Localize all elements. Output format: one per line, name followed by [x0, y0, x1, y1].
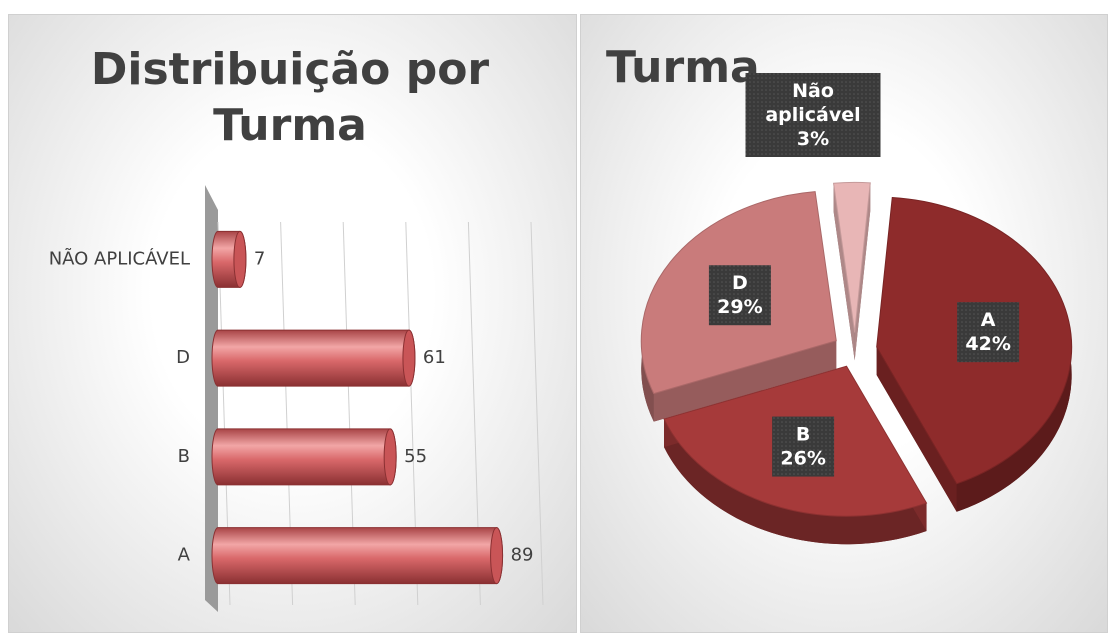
bar-body — [211, 527, 504, 585]
data-label: B 26% — [780, 423, 825, 469]
bar-end — [490, 527, 504, 585]
data-label: 7 — [254, 248, 265, 269]
pie-slice — [833, 181, 871, 361]
bar — [211, 329, 416, 387]
grid-line — [530, 221, 544, 606]
slice-cut — [876, 346, 957, 512]
bar — [211, 527, 504, 585]
label-box — [957, 302, 1020, 363]
category-label: NÃO APLICÁVEL — [49, 247, 190, 269]
category-label: D — [176, 347, 190, 368]
category-word: aplicável — [765, 104, 860, 126]
bar-body — [211, 329, 416, 387]
pie-title: Turma — [606, 42, 760, 93]
label-box — [708, 265, 771, 326]
label-box — [745, 73, 881, 157]
bar-title: Distribuição por Turma — [90, 44, 490, 151]
data-label: 55 — [404, 446, 427, 467]
category-name: A — [981, 309, 996, 331]
slice-cut — [653, 340, 837, 422]
slice-cut — [833, 183, 855, 361]
data-label: D 29% — [717, 272, 762, 318]
bar — [211, 428, 397, 486]
category-word: Não — [792, 80, 834, 102]
label-box — [772, 416, 835, 477]
percent: 26% — [780, 447, 825, 469]
category-name: B — [796, 423, 810, 445]
category-name: D — [732, 272, 748, 294]
data-label: A 42% — [965, 309, 1010, 355]
slice-top — [833, 181, 871, 333]
bar-end — [383, 428, 397, 486]
data-label: 61 — [423, 347, 446, 368]
category-label: B — [178, 446, 190, 467]
bar-end — [402, 329, 416, 387]
slice-cut — [854, 182, 871, 361]
category-name: Não aplicável — [765, 80, 860, 126]
percent: 29% — [717, 296, 762, 318]
percent: 42% — [965, 333, 1010, 355]
slice-edge — [664, 419, 927, 545]
wall — [205, 185, 218, 612]
bar-end — [233, 230, 247, 288]
data-label: 89 — [511, 545, 534, 566]
bar — [211, 230, 247, 288]
data-label: Não aplicável 3% — [765, 80, 860, 150]
percent: 3% — [797, 128, 829, 150]
category-label: A — [178, 545, 191, 566]
bar-body — [211, 428, 397, 486]
